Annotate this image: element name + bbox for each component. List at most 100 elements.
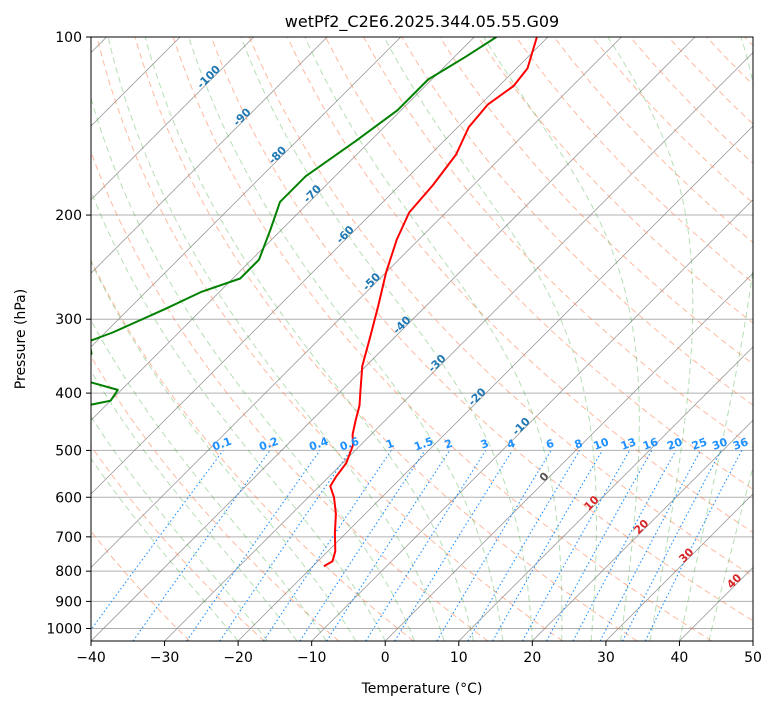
dry-adiabat-line: [91, 444, 265, 641]
mixing-ratio-line: [186, 450, 321, 641]
mixing-ratio-label: 10: [592, 435, 611, 453]
mixing-ratio-line: [522, 450, 631, 641]
isotherm-line: [91, 37, 549, 495]
x-axis-label: Temperature (°C): [361, 681, 483, 697]
mixing-ratio-line: [219, 450, 352, 641]
dry-adiabat-line: [286, 37, 753, 534]
dry-adiabat-line: [91, 259, 414, 641]
temperature-profile-line: [323, 37, 538, 568]
dry-adiabat-line: [96, 37, 563, 641]
moist-adiabat-line: [678, 37, 753, 641]
mixing-ratio-line: [263, 450, 392, 641]
isotherm-line: [91, 37, 622, 568]
plot-frame: [90, 36, 754, 642]
moist-adiabat-line: [144, 37, 474, 641]
mixing-ratio-label: 0.1: [211, 435, 234, 454]
dry-adiabat-line: [325, 37, 753, 490]
dry-adiabat-line: [91, 355, 340, 641]
isotherm-line: [91, 37, 254, 201]
isotherm-line: [384, 272, 753, 641]
dry-adiabat-line: [248, 37, 753, 577]
x-tick-label: 30: [597, 650, 615, 666]
y-tick-label: 100: [55, 30, 82, 46]
moist-adiabat-line: [483, 37, 640, 641]
mixing-ratio-line: [546, 450, 653, 641]
moist-adiabats: [91, 37, 753, 641]
moist-adiabat-line: [708, 465, 753, 641]
y-tick-label: 300: [55, 312, 82, 328]
moist-adiabat-line: [383, 37, 597, 641]
y-tick-label: 800: [55, 564, 82, 580]
y-axis-ticks: 100 200 300 400 500 600 700 800 900 1000: [46, 30, 91, 637]
dry-adiabat-line: [134, 37, 638, 641]
y-tick-label: 700: [55, 530, 82, 546]
x-tick-label: 20: [523, 650, 541, 666]
mixing-ratio-line: [326, 450, 451, 641]
moist-adiabat-line: [240, 37, 533, 641]
y-tick-label: 200: [55, 208, 82, 224]
isotherm-line: [91, 37, 328, 274]
y-axis-label: Pressure (hPa): [13, 289, 29, 389]
mixing-ratio-label: 20: [665, 435, 684, 453]
mixing-ratio-label: 1: [384, 437, 396, 452]
mixing-ratio-label: 0.4: [307, 435, 330, 454]
x-tick-label: 50: [744, 650, 762, 666]
mixing-ratio-label: 0.6: [338, 435, 361, 454]
mixing-ratio-lines: [91, 450, 743, 641]
isotherm-line: [91, 37, 696, 641]
moist-adiabat-line: [91, 189, 386, 641]
isotherm-lines: [91, 37, 753, 641]
mixing-ratio-line: [572, 450, 677, 641]
chart-title: wetPf2_C2E6.2025.344.05.55.G09: [285, 12, 559, 32]
y-tick-label: 900: [55, 594, 82, 610]
profile-series: [91, 37, 538, 568]
moist-adiabat-line: [304, 37, 563, 641]
mixing-ratio-label: 4: [505, 437, 517, 452]
isotherm-line: [458, 346, 753, 641]
isotherm-line: [91, 37, 475, 421]
x-tick-label: 0: [381, 650, 390, 666]
x-tick-label: −30: [150, 650, 180, 666]
isotherm-line: [91, 37, 402, 348]
mixing-ratio-label: 30: [710, 435, 729, 453]
moist-adiabat-line: [91, 457, 239, 641]
mixing-ratio-label: 13: [619, 435, 638, 452]
moist-adiabat-line: [91, 415, 268, 641]
mixing-ratio-label: 36: [731, 435, 750, 453]
moist-adiabat-line: [188, 37, 504, 641]
y-tick-label: 400: [55, 386, 82, 402]
mixing-ratio-label: 16: [641, 435, 660, 453]
x-tick-label: −10: [297, 650, 327, 666]
isotherm-line: [164, 52, 753, 641]
moist-adiabat-line: [107, 37, 445, 641]
isotherm-line: [605, 493, 753, 641]
y-tick-label: 500: [55, 443, 82, 459]
isotherm-line: [532, 419, 753, 641]
x-tick-label: 10: [450, 650, 468, 666]
x-axis-ticks: −40 −30 −20 −10 0 10 20 30 40 50: [76, 641, 762, 666]
mixing-ratio-line: [91, 450, 224, 631]
dry-adiabat-line: [210, 37, 753, 622]
mixing-ratio-line: [132, 450, 271, 641]
moist-adiabat-line: [91, 319, 327, 641]
plot-area: -100-90-80-70-60-50-40-30-20-10010203040…: [91, 37, 753, 641]
moist-adiabat-line: [91, 260, 357, 641]
mixing-ratio-line: [299, 450, 426, 641]
x-tick-label: 40: [671, 650, 689, 666]
mixing-ratio-label: 6: [544, 437, 556, 452]
mixing-ratio-label: 8: [573, 437, 585, 452]
dewpoint-profile-line: [91, 37, 497, 406]
mixing-ratio-line: [394, 450, 513, 641]
moist-adiabat-line: [607, 37, 694, 641]
dry-adiabats: [91, 37, 753, 641]
isotherm-line: [237, 125, 753, 641]
mixing-ratio-label: 0.2: [257, 435, 280, 454]
moist-adiabat-line: [91, 96, 416, 641]
mixing-ratio-label: 1.5: [412, 435, 435, 454]
x-tick-label: −20: [223, 650, 253, 666]
isobar-gridlines: [91, 37, 753, 629]
mixing-ratio-label: 2: [443, 437, 455, 452]
dry-adiabat-line: [515, 37, 753, 284]
y-tick-label: 1000: [46, 621, 82, 637]
